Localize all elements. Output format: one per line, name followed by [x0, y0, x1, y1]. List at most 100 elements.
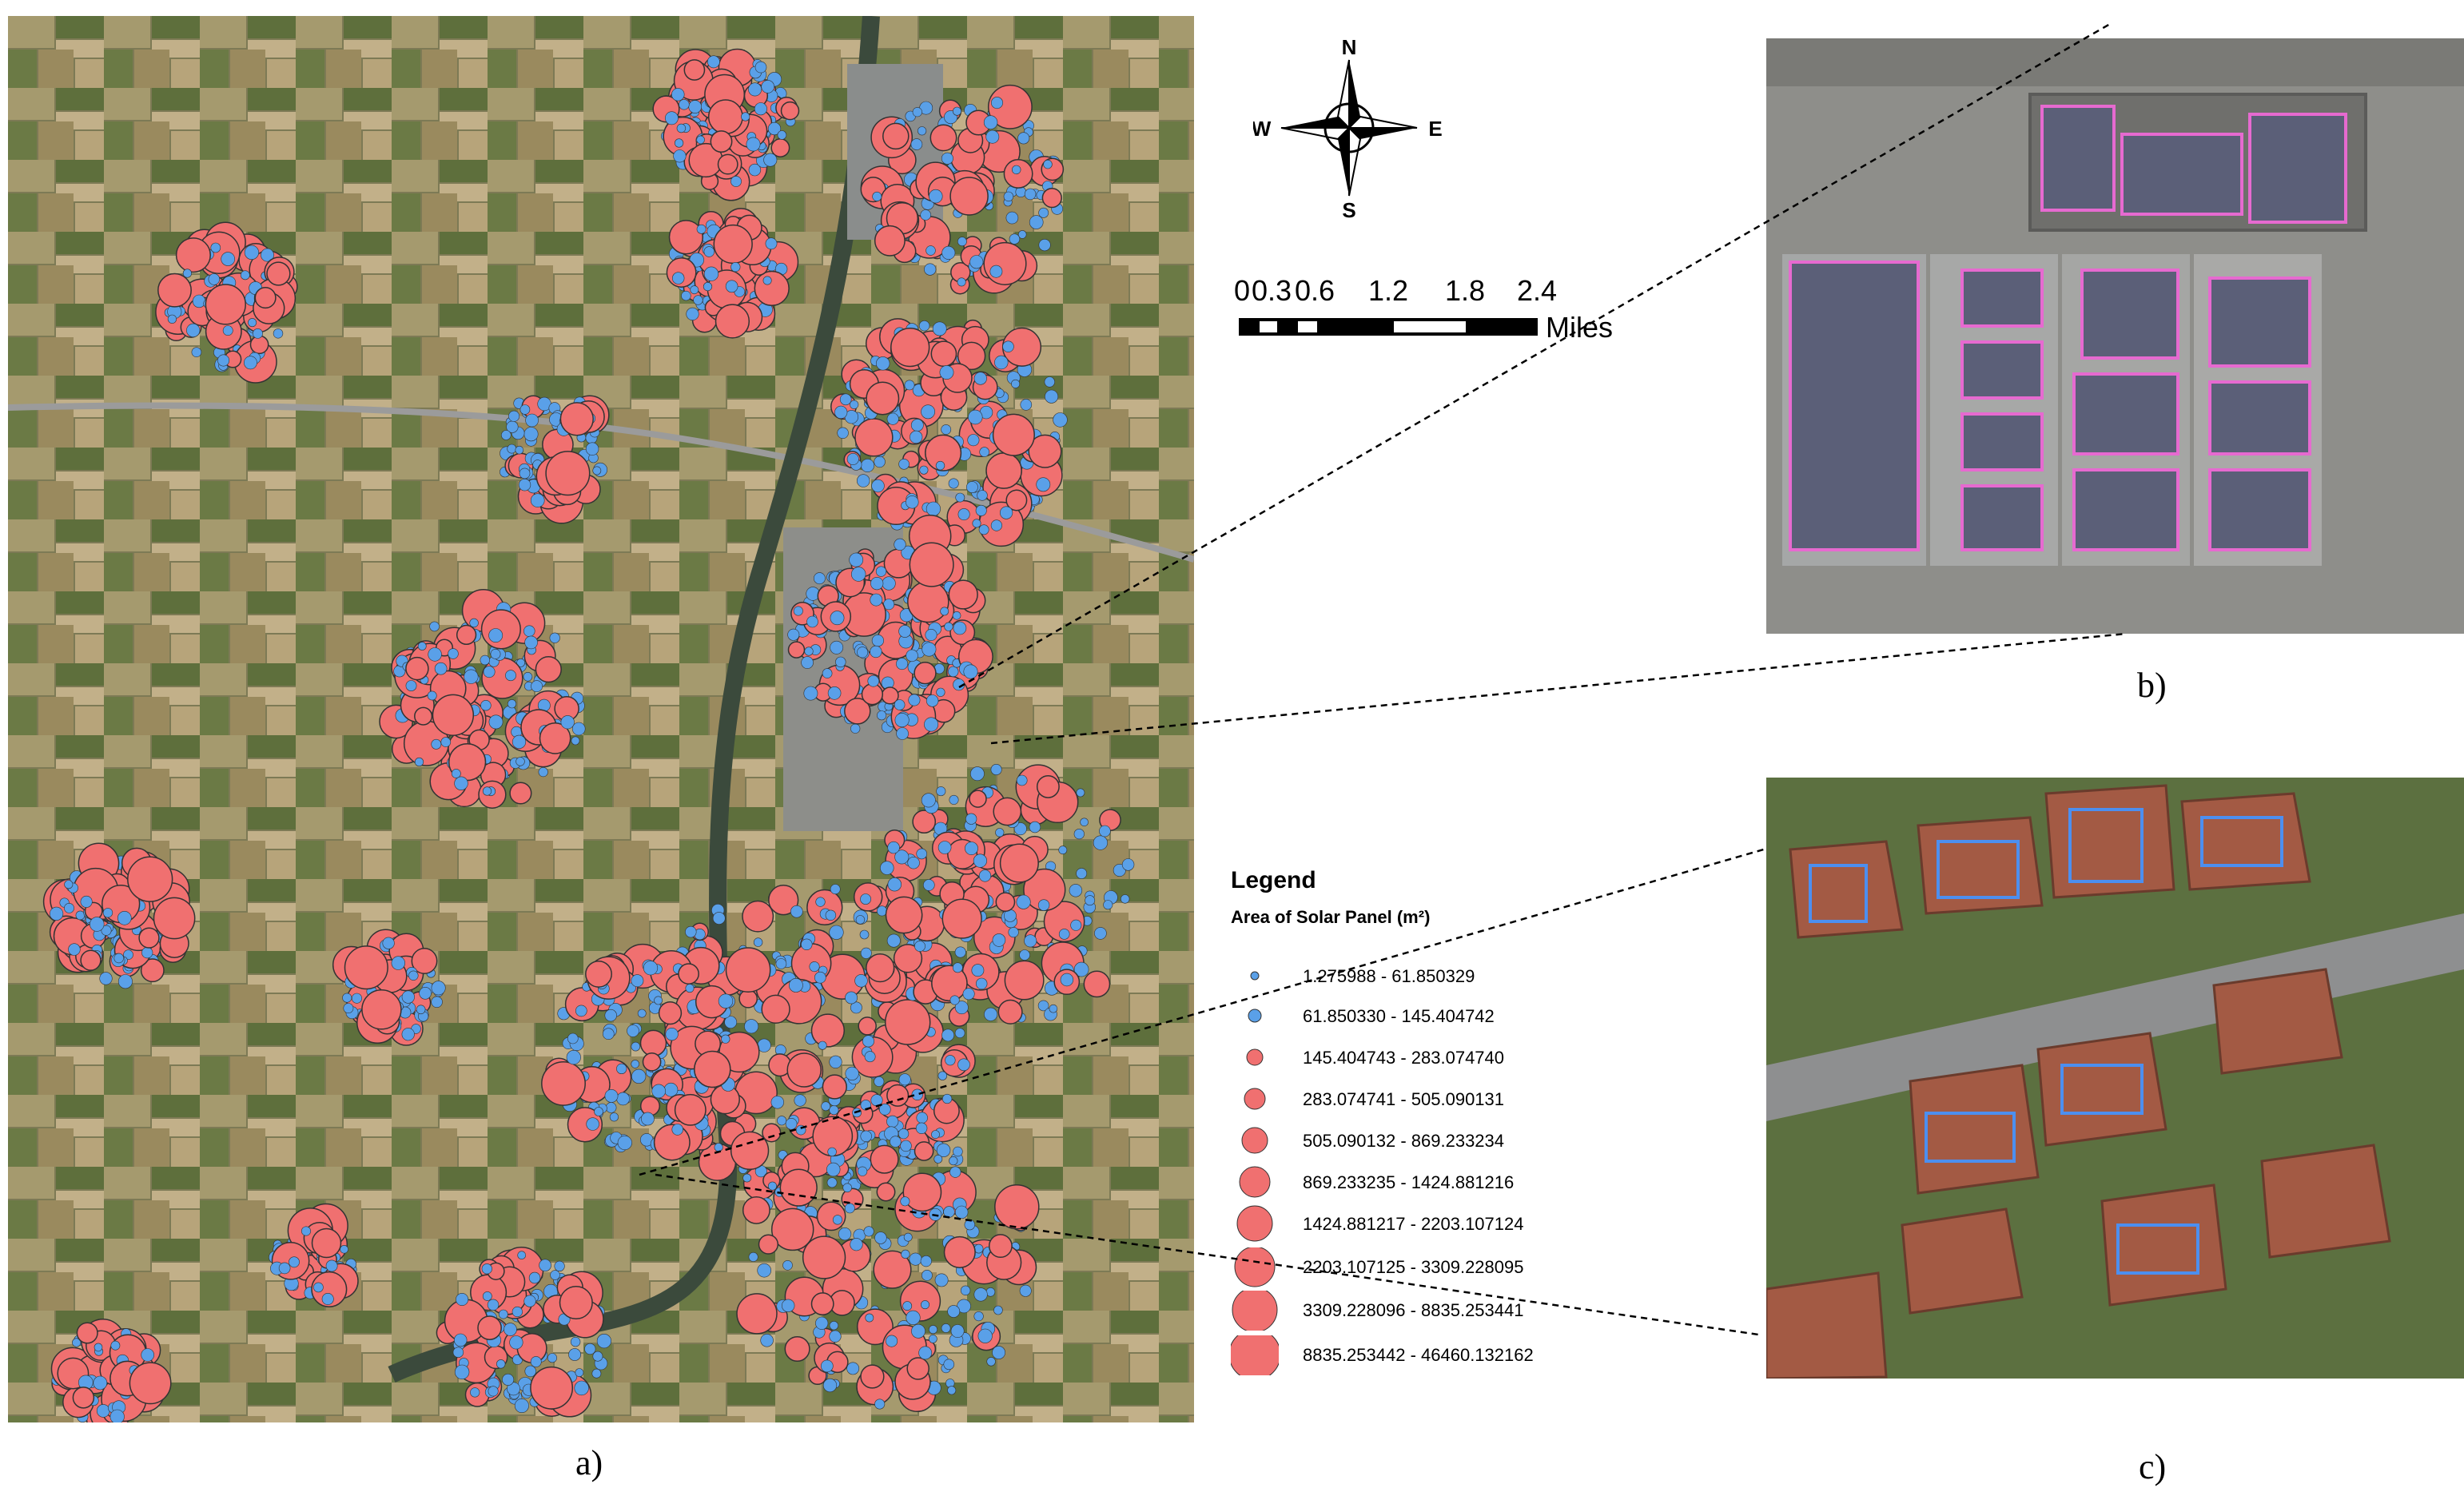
small-panel-marker	[949, 794, 959, 805]
large-panel-marker	[157, 273, 192, 308]
small-panel-marker	[916, 1112, 928, 1124]
small-panel-marker	[953, 106, 962, 116]
small-panel-marker	[523, 671, 533, 682]
small-panel-marker	[830, 884, 841, 894]
small-panel-marker	[417, 642, 427, 651]
small-panel-marker	[401, 1028, 415, 1041]
small-panel-marker	[874, 456, 886, 468]
small-panel-marker	[696, 224, 707, 234]
large-panel-marker	[541, 1060, 586, 1106]
large-panel-marker	[76, 1322, 98, 1344]
small-panel-marker	[502, 1373, 515, 1386]
small-panel-marker	[504, 1323, 517, 1336]
small-panel-marker	[912, 107, 922, 117]
small-panel-marker	[918, 320, 930, 332]
small-panel-marker	[941, 1093, 953, 1104]
small-panel-marker	[803, 686, 818, 701]
small-panel-marker	[519, 404, 531, 415]
small-panel-marker	[850, 400, 859, 409]
legend-label: 869.233235 - 1424.881216	[1303, 1172, 1515, 1192]
small-panel-marker	[454, 776, 468, 790]
large-panel-marker	[890, 327, 930, 368]
small-panel-marker	[949, 995, 960, 1005]
small-panel-marker	[978, 524, 989, 535]
small-panel-marker	[822, 1378, 838, 1393]
small-panel-marker	[941, 152, 953, 165]
large-panel-marker	[886, 1084, 910, 1107]
large-panel-marker	[860, 1364, 885, 1389]
small-panel-marker	[617, 1135, 632, 1151]
small-panel-marker	[1045, 389, 1059, 404]
small-panel-marker	[208, 273, 220, 285]
large-panel-marker	[1004, 960, 1045, 1001]
scale-tick-label: 0.3	[1252, 274, 1292, 307]
small-panel-marker	[549, 632, 560, 643]
small-panel-marker	[707, 55, 720, 69]
small-panel-marker	[983, 115, 998, 129]
small-panel-marker	[920, 209, 931, 221]
small-panel-marker	[676, 123, 687, 133]
small-panel-marker	[944, 622, 953, 631]
small-panel-marker	[953, 678, 965, 691]
small-panel-marker	[507, 1382, 520, 1396]
residential-rooftops-image	[1766, 778, 2464, 1379]
small-panel-marker	[68, 943, 81, 956]
small-panel-marker	[937, 1071, 948, 1080]
legend-subtitle: Area of Solar Panel (m²)	[1231, 907, 1431, 927]
small-panel-marker	[725, 280, 738, 293]
large-panel-marker	[411, 948, 438, 974]
scale-tick-label: 1.2	[1368, 274, 1408, 307]
small-panel-marker	[954, 1028, 965, 1038]
small-panel-marker	[924, 717, 939, 732]
small-panel-marker	[863, 1226, 874, 1237]
large-panel-marker	[994, 1184, 1040, 1230]
small-panel-marker	[886, 1115, 899, 1128]
small-panel-marker	[574, 1380, 589, 1396]
small-panel-marker	[508, 410, 520, 422]
small-panel-marker	[821, 1101, 831, 1112]
legend-label: 8835.253442 - 46460.132162	[1303, 1345, 1534, 1365]
small-panel-marker	[488, 714, 504, 730]
large-panel-marker	[694, 1050, 731, 1088]
small-panel-marker	[391, 956, 405, 970]
small-panel-marker	[1013, 822, 1027, 836]
small-panel-marker	[602, 1028, 615, 1040]
small-panel-marker	[594, 1107, 603, 1116]
small-panel-marker	[191, 347, 202, 358]
small-panel-marker	[906, 495, 919, 509]
small-panel-marker	[519, 467, 531, 479]
large-panel-marker	[758, 1234, 779, 1255]
large-panel-marker	[870, 1144, 899, 1174]
small-panel-marker	[945, 1055, 956, 1066]
small-panel-marker	[886, 412, 899, 425]
small-panel-marker	[943, 1359, 955, 1371]
legend-label: 2203.107125 - 3309.228095	[1303, 1257, 1524, 1277]
small-panel-marker	[80, 895, 93, 908]
small-panel-marker	[480, 654, 490, 666]
small-panel-marker	[900, 1196, 910, 1207]
small-panel-marker	[718, 993, 734, 1009]
small-panel-marker	[488, 1386, 499, 1397]
large-panel-marker	[725, 947, 771, 993]
small-panel-marker	[1076, 788, 1085, 798]
legend-label: 145.404743 - 283.074740	[1303, 1048, 1505, 1068]
small-panel-marker	[515, 445, 524, 455]
large-panel-marker	[559, 1285, 593, 1320]
small-panel-marker	[507, 699, 517, 709]
small-panel-marker	[886, 933, 901, 948]
small-panel-marker	[1037, 899, 1050, 911]
large-panel-marker	[906, 1357, 929, 1380]
small-panel-marker	[637, 1009, 647, 1018]
small-panel-marker	[1017, 132, 1030, 145]
legend-swatch	[1241, 1127, 1268, 1154]
small-panel-marker	[512, 1306, 523, 1318]
small-panel-marker	[790, 905, 803, 918]
small-panel-marker	[481, 1263, 492, 1275]
small-panel-marker	[641, 1112, 655, 1126]
small-panel-marker	[686, 307, 699, 321]
large-panel-marker	[884, 999, 931, 1045]
large-panel-marker	[885, 896, 923, 934]
legend-label: 3309.228096 - 8835.253441	[1303, 1300, 1524, 1320]
small-panel-marker	[665, 1027, 679, 1041]
legend-swatch	[1231, 1335, 1279, 1375]
